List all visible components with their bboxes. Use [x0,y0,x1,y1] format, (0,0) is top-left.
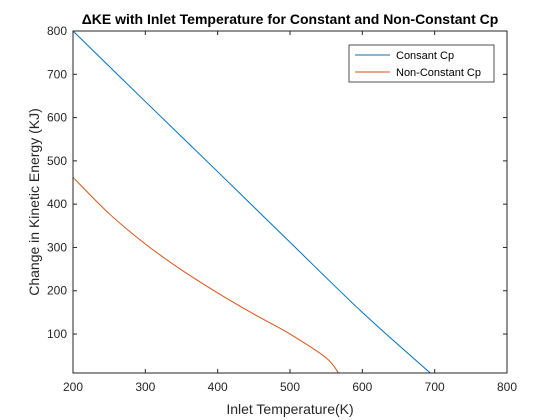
x-tick-label: 600 [352,380,372,394]
x-tick-label: 300 [135,380,155,394]
legend-label-non-constant-cp: Non-Constant Cp [396,67,481,79]
y-tick-label: 200 [47,284,67,298]
plot-area [73,31,507,373]
y-axis-label: Change in Kinetic Energy (KJ) [26,108,42,296]
x-tick-label: 400 [208,380,228,394]
x-tick-label: 800 [497,380,517,394]
y-tick-label: 100 [47,327,67,341]
legend-label-consant-cp: Consant Cp [396,50,454,62]
x-tick-label: 200 [63,380,83,394]
x-axis-ticks: 200 300 400 500 600 700 800 [63,31,517,394]
y-tick-label: 500 [47,154,67,168]
y-axis-ticks: 100 200 300 400 500 600 700 800 [47,24,507,341]
y-tick-label: 700 [47,67,67,81]
series-lines [72,30,431,374]
y-tick-label: 600 [47,111,67,125]
series-line-consant-cp [72,30,431,374]
axes-box [72,30,508,374]
y-tick-label: 800 [47,24,67,38]
y-tick-label: 300 [47,240,67,254]
chart-title: ΔKE with Inlet Temperature for Constant … [82,11,499,27]
y-tick-label: 400 [47,197,67,211]
series-line-non-constant-cp [72,176,339,374]
legend-box [348,44,495,83]
x-tick-label: 500 [280,380,300,394]
legend: Consant Cp Non-Constant Cp [348,44,495,83]
x-axis-label: Inlet Temperature(K) [226,401,353,417]
x-tick-label: 700 [425,380,445,394]
